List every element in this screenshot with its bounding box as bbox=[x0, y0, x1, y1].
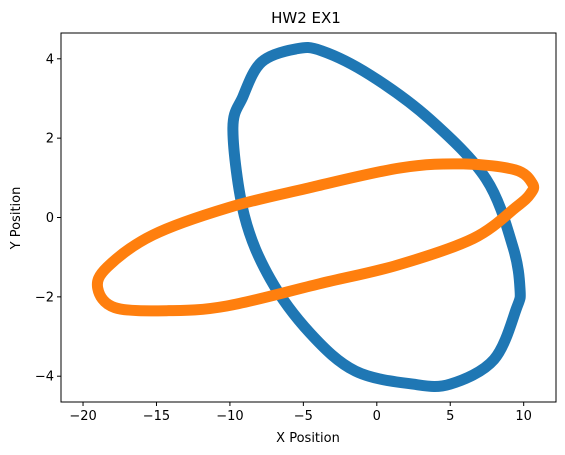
x-tick-label: 10 bbox=[515, 409, 532, 424]
series-1-ellipse bbox=[227, 42, 526, 392]
y-tick-label: 0 bbox=[46, 211, 54, 226]
y-tick-label: 2 bbox=[46, 132, 54, 147]
plot-area bbox=[91, 42, 540, 392]
x-tick-label: 0 bbox=[373, 409, 381, 424]
x-tick-label: −5 bbox=[294, 409, 313, 424]
y-tick-label: −2 bbox=[35, 290, 54, 305]
y-axis-label: Y Position bbox=[9, 187, 24, 251]
y-tick-label: −4 bbox=[35, 370, 54, 385]
axes-frame bbox=[60, 32, 557, 403]
chart-title: HW2 EX1 bbox=[271, 9, 341, 27]
x-tick-label: −10 bbox=[216, 409, 243, 424]
x-tick-label: −20 bbox=[69, 409, 96, 424]
x-tick-label: −15 bbox=[143, 409, 170, 424]
x-tick-label: 5 bbox=[446, 409, 454, 424]
x-axis-label: X Position bbox=[276, 431, 340, 446]
y-tick-label: 4 bbox=[46, 52, 54, 67]
series-2-ellipse bbox=[91, 158, 540, 317]
